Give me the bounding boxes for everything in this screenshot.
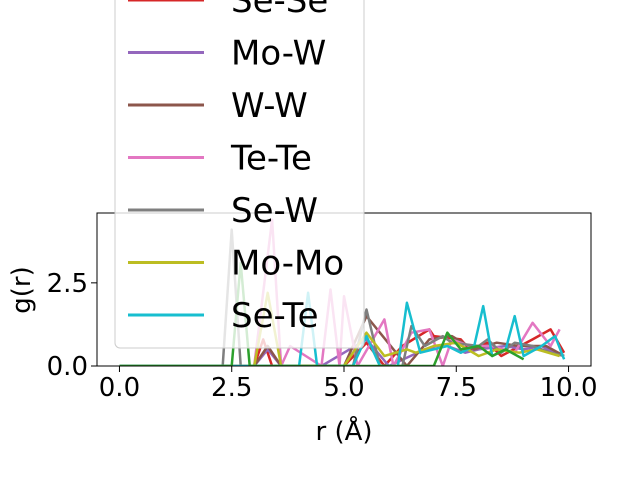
axis-ticks: 0.0 2.5 5.0 7.5 10.0 0.0 2.5 [47, 269, 598, 403]
x-tick-label: 5.0 [323, 373, 364, 403]
y-axis-label: g(r) [7, 266, 37, 313]
series-line-se-w [119, 228, 565, 366]
series-line-se-te [119, 291, 566, 366]
y-tick-label: 2.5 [47, 269, 88, 299]
x-tick-label: 2.5 [211, 373, 252, 403]
plot-lines [119, 218, 566, 366]
legend-label-te-te: Te-Te [230, 139, 312, 179]
y-tick-label: 0.0 [47, 352, 88, 382]
legend: Se-Se Mo-W W-W Te-Te Se-W Mo-Mo Se-Te [114, 0, 365, 349]
x-tick-label: 7.5 [436, 373, 477, 403]
legend-box [114, 0, 365, 349]
legend-label-se-se: Se-Se [231, 0, 328, 21]
x-axis-label: r (Å) [315, 415, 372, 447]
x-tick-label: 10.0 [540, 373, 598, 403]
legend-label-mo-mo: Mo-Mo [231, 244, 344, 284]
legend-label-se-te: Se-Te [231, 296, 319, 336]
legend-label-mo-w: Mo-W [231, 34, 326, 74]
legend-label-w-w: W-W [231, 86, 308, 126]
legend-label-se-w: Se-W [231, 191, 318, 231]
x-tick-label: 0.0 [99, 373, 140, 403]
